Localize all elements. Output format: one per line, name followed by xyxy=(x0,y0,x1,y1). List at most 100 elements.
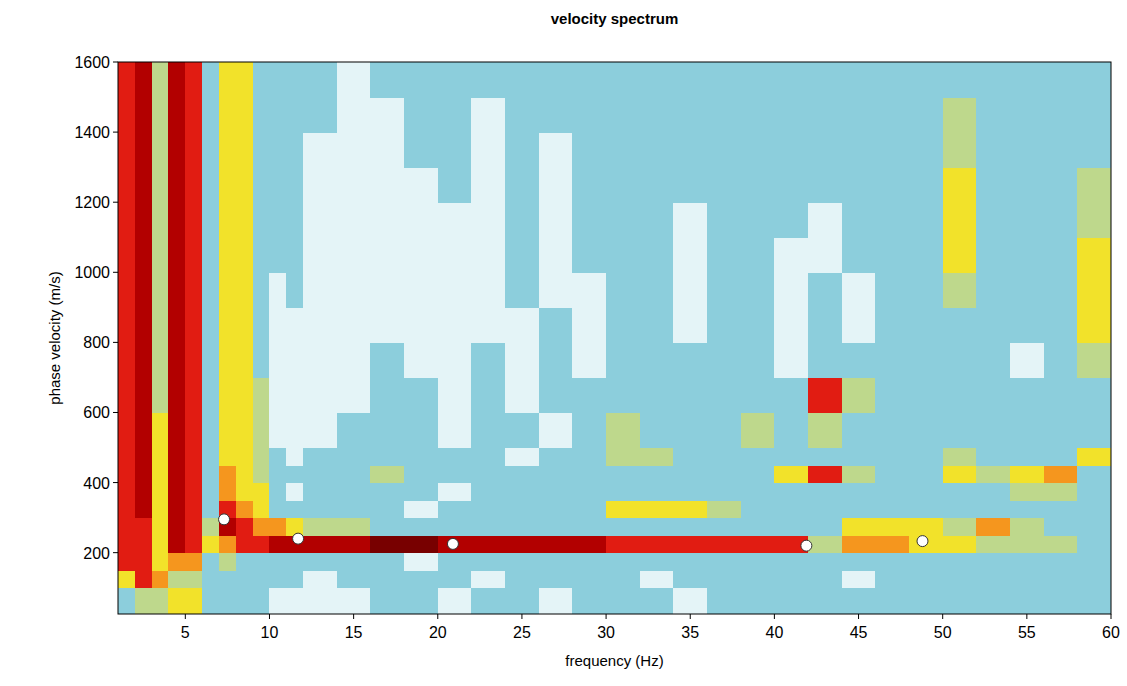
heat-cell xyxy=(1010,342,1044,378)
heat-cell xyxy=(253,483,270,501)
heat-cell xyxy=(909,553,943,571)
heat-cell xyxy=(606,62,640,98)
heat-cell xyxy=(1044,465,1078,483)
pick-point xyxy=(917,536,928,547)
heat-cell xyxy=(438,588,472,614)
heat-cell xyxy=(774,272,808,308)
y-tick xyxy=(113,62,118,63)
heat-cell xyxy=(875,342,909,378)
heat-cell xyxy=(404,272,438,308)
heat-cell xyxy=(909,483,943,501)
heat-cell xyxy=(505,167,539,203)
heat-cell xyxy=(404,588,438,614)
heat-cell xyxy=(185,588,202,614)
heat-cell xyxy=(741,202,775,238)
heat-cell xyxy=(152,448,169,466)
heat-cell xyxy=(774,588,808,614)
x-tick-label: 25 xyxy=(513,624,531,641)
heat-cell xyxy=(741,570,775,588)
heat-cell xyxy=(1044,553,1078,571)
heat-cell xyxy=(135,202,152,238)
heat-cell xyxy=(404,518,438,536)
heat-cell xyxy=(253,237,270,273)
heat-cell xyxy=(404,570,438,588)
heat-cell xyxy=(842,535,876,553)
heat-cell xyxy=(505,553,539,571)
heat-cell xyxy=(875,535,909,553)
heat-cell xyxy=(842,237,876,273)
heat-cell xyxy=(943,588,977,614)
heat-cell xyxy=(606,237,640,273)
heat-cell xyxy=(909,518,943,536)
heat-cell xyxy=(1010,588,1044,614)
heat-cell xyxy=(219,535,236,553)
heat-cell xyxy=(118,588,135,614)
heat-cell xyxy=(185,412,202,448)
heat-cell xyxy=(572,97,606,133)
heat-cell xyxy=(875,202,909,238)
heat-cell xyxy=(1044,570,1078,588)
heat-cell xyxy=(135,518,152,536)
heat-cell xyxy=(269,588,286,614)
heat-cell xyxy=(135,483,152,501)
heat-cell xyxy=(572,272,606,308)
heat-cell xyxy=(253,342,270,378)
heat-cell xyxy=(286,588,303,614)
heat-cell xyxy=(269,535,286,553)
heat-cell xyxy=(741,465,775,483)
heat-cell xyxy=(471,465,505,483)
heat-cell xyxy=(135,307,152,343)
heat-cell xyxy=(875,377,909,413)
heat-cell xyxy=(438,307,472,343)
heat-cell xyxy=(236,342,253,378)
heat-cell xyxy=(741,412,775,448)
heat-cell xyxy=(808,97,842,133)
heat-cell xyxy=(471,237,505,273)
heat-cell xyxy=(118,62,135,98)
heat-cell xyxy=(505,132,539,168)
heat-cell xyxy=(135,237,152,273)
heat-cell xyxy=(219,588,236,614)
heat-cell xyxy=(741,377,775,413)
heat-cell xyxy=(875,237,909,273)
heat-cell xyxy=(185,500,202,518)
heat-cell xyxy=(1077,342,1111,378)
heat-cell xyxy=(404,132,438,168)
heat-cell xyxy=(1044,342,1078,378)
heat-cell xyxy=(168,465,185,483)
heat-cell xyxy=(943,167,977,203)
heat-cell xyxy=(943,412,977,448)
heat-cell xyxy=(236,132,253,168)
heat-cell xyxy=(1077,167,1111,203)
heat-cell xyxy=(438,500,472,518)
heat-cell xyxy=(1077,448,1111,466)
heat-cell xyxy=(572,342,606,378)
heat-cell xyxy=(236,272,253,308)
heat-cell xyxy=(236,570,253,588)
heat-cell xyxy=(168,553,185,571)
heat-cell xyxy=(774,167,808,203)
heat-cell xyxy=(303,500,337,518)
heat-cell xyxy=(118,97,135,133)
heat-cell xyxy=(135,272,152,308)
heat-cell xyxy=(219,377,236,413)
heat-cell xyxy=(707,202,741,238)
heat-cell xyxy=(337,237,371,273)
x-tick-label: 30 xyxy=(597,624,615,641)
heat-cell xyxy=(370,62,404,98)
heat-cell xyxy=(673,272,707,308)
x-tick-label: 55 xyxy=(1018,624,1036,641)
heat-cell xyxy=(707,553,741,571)
heat-cell xyxy=(1010,307,1044,343)
heat-cell xyxy=(943,570,977,588)
heat-cell xyxy=(943,202,977,238)
heat-cell xyxy=(269,553,286,571)
heat-cell xyxy=(337,570,371,588)
heat-cell xyxy=(202,570,219,588)
heat-cell xyxy=(640,167,674,203)
heat-cell xyxy=(236,62,253,98)
heat-cell xyxy=(808,483,842,501)
heat-cell xyxy=(1077,465,1111,483)
x-tick-label: 10 xyxy=(261,624,279,641)
heat-cell xyxy=(875,483,909,501)
